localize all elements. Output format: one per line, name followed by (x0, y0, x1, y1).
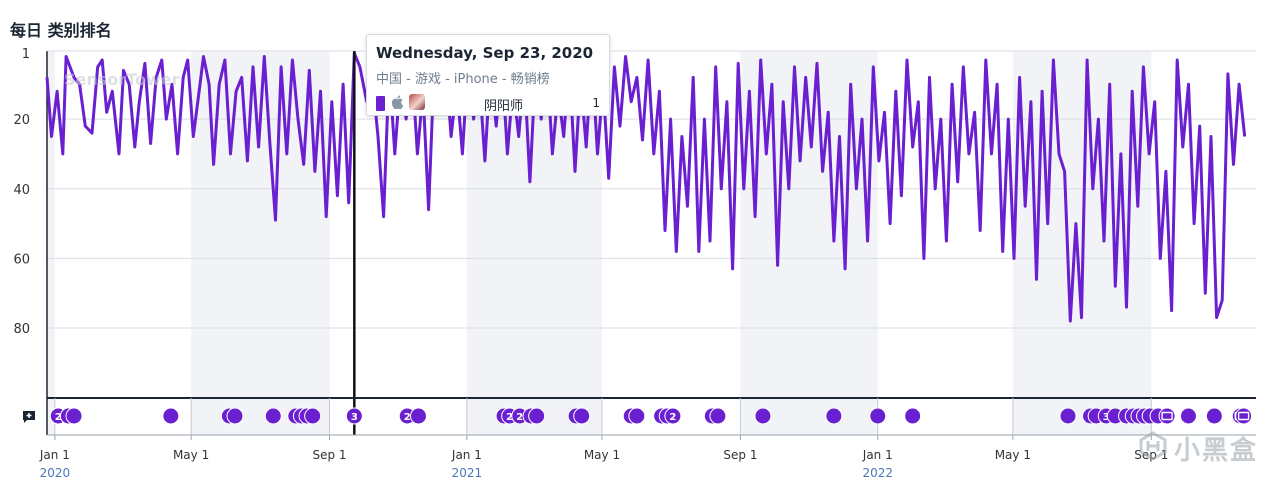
annotation-marker (528, 407, 546, 425)
x-tick-label: May 1 (173, 448, 209, 462)
y-tick-label: 40 (13, 183, 30, 198)
annotation-marker (65, 407, 83, 425)
annotation-marker (664, 407, 682, 425)
series-line (45, 51, 1247, 323)
annotation-marker (869, 407, 887, 425)
annotation-marker (304, 407, 322, 425)
annotation-marker (1059, 407, 1077, 425)
add-annotation-icon[interactable] (21, 409, 37, 425)
y-tick-label: 80 (13, 322, 30, 337)
annotation-marker-label: 3 (351, 412, 358, 423)
series-swatch (376, 96, 385, 111)
annotation-marker-label: 2 (55, 412, 62, 423)
page-title: 每日 类别排名 (10, 21, 112, 40)
x-tick-label: May 1 (995, 448, 1031, 462)
tooltip-date: Wednesday, Sep 23, 2020 (376, 44, 594, 62)
x-tick-year: 2021 (452, 466, 483, 480)
x-tick-label: Jan 1 (862, 448, 893, 462)
annotation-marker (162, 407, 180, 425)
x-tick-label: Sep 1 (723, 448, 757, 462)
annotation-marker-label: 2 (516, 412, 523, 423)
tooltip-rank: 1 (592, 96, 600, 110)
x-tick-label: Jan 1 (451, 448, 482, 462)
heybox-logo-icon (1139, 431, 1167, 461)
annotation-marker (264, 407, 282, 425)
tooltip-app-name: 阴阳师 (484, 99, 524, 114)
y-tick-label: 60 (13, 252, 30, 267)
annotation-marker-label: 2 (669, 412, 676, 423)
annotation-marker (825, 407, 843, 425)
app-icon (409, 94, 425, 110)
annotation-marker-label: 2 (404, 412, 411, 423)
x-tick-label: Sep 1 (313, 448, 347, 462)
series-layer (45, 51, 1247, 323)
annotation-marker (573, 407, 591, 425)
annotation-marker (226, 407, 244, 425)
x-tick-year: 2022 (862, 466, 893, 480)
y-tick-label: 20 (13, 113, 30, 128)
watermark: SensorTower (64, 70, 180, 89)
annotation-marker-label: 2 (506, 412, 513, 423)
apple-icon (391, 95, 404, 109)
annotation-marker (409, 407, 427, 425)
annotation-marker-label: 3 (1103, 412, 1110, 423)
annotation-marker (628, 407, 646, 425)
x-tick-label: May 1 (584, 448, 620, 462)
annotation-marker (345, 407, 363, 425)
tooltip-subtitle: 中国 - 游戏 - iPhone - 畅销榜 (376, 72, 550, 87)
annotation-marker (904, 407, 922, 425)
y-tick-label: 1 (22, 47, 30, 62)
y-axis-ticks: 1 20 40 60 80 (13, 47, 30, 337)
ticket-icon (1237, 411, 1250, 421)
shaded-band (47, 51, 55, 435)
annotation-marker (1205, 407, 1223, 425)
annotation-marker (709, 407, 727, 425)
tooltip: Wednesday, Sep 23, 2020 中国 - 游戏 - iPhone… (366, 34, 610, 116)
ticket-icon (1161, 411, 1173, 421)
annotation-marker (1179, 407, 1197, 425)
annotation-marker (754, 407, 772, 425)
x-tick-label: Jan 1 (39, 448, 70, 462)
x-axis-ticks: Jan 1 2020 May 1 Sep 1 Jan 1 2021 May 1 Sep 1 Ja… (39, 435, 1168, 480)
corner-watermark: 小黑盒 (1138, 426, 1256, 466)
corner-watermark-text: 小黑盒 (1174, 436, 1259, 466)
x-tick-year: 2020 (40, 466, 71, 480)
